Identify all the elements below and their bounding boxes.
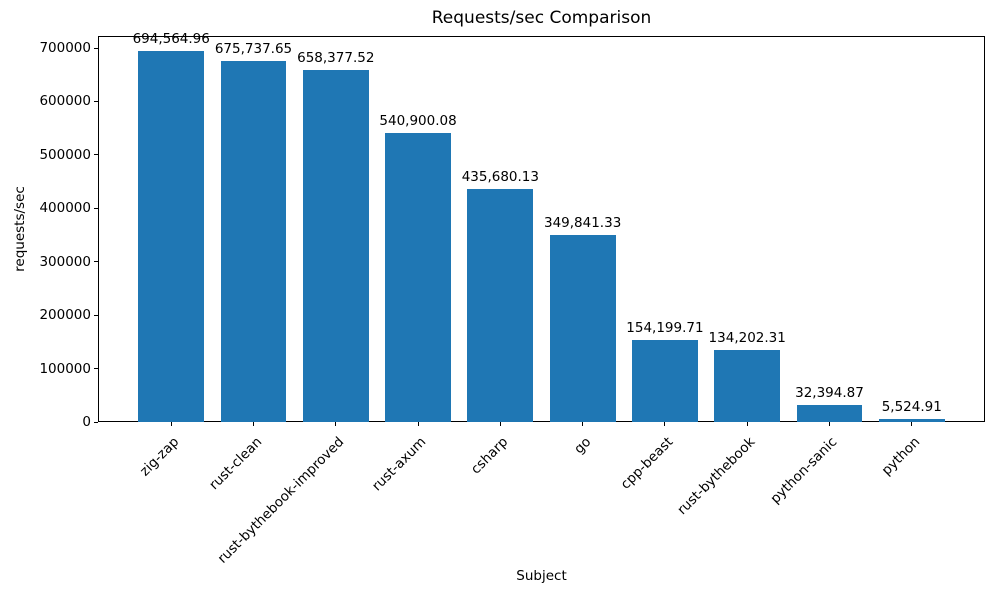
x-tick-mark xyxy=(911,422,913,426)
y-tick-label: 0 xyxy=(82,414,91,430)
bar-value-label: 675,737.65 xyxy=(214,40,293,57)
y-tick-mark xyxy=(94,314,98,316)
bar-value-label: 540,900.08 xyxy=(379,113,457,129)
bar-python xyxy=(878,419,945,422)
bar-rust-bythebook-improved xyxy=(302,70,369,422)
x-axis-label: Subject xyxy=(516,568,567,584)
x-tick-mark xyxy=(499,422,501,426)
y-tick-mark xyxy=(94,47,98,49)
y-tick-mark xyxy=(94,154,98,156)
bar-zig-zap xyxy=(138,50,205,422)
bar-value-label: 5,524.91 xyxy=(881,399,942,416)
y-tick-mark xyxy=(94,368,98,370)
bar-value-label: 32,394.87 xyxy=(795,384,864,401)
bar-python-sanic xyxy=(796,404,863,422)
x-tick-mark xyxy=(582,422,584,426)
x-tick-mark xyxy=(417,422,419,426)
bar-rust-bythebook xyxy=(714,350,781,422)
y-tick-label: 700000 xyxy=(39,40,91,56)
y-tick-label: 100000 xyxy=(39,360,91,377)
y-tick-label: 500000 xyxy=(39,146,91,163)
x-tick-mark xyxy=(170,422,172,426)
x-tick-mark xyxy=(746,422,748,426)
bar-value-label: 435,680.13 xyxy=(461,169,539,186)
y-tick-mark xyxy=(94,100,98,102)
y-tick-label: 300000 xyxy=(39,253,91,270)
y-tick-mark xyxy=(94,261,98,263)
bar-rust-clean xyxy=(220,60,287,422)
x-tick-mark xyxy=(664,422,666,426)
bar-value-label: 134,202.31 xyxy=(708,330,786,347)
x-tick-mark xyxy=(335,422,337,426)
bar-rust-axum xyxy=(385,133,451,422)
x-tick-mark xyxy=(253,422,254,426)
y-tick-mark xyxy=(94,421,98,423)
bar-value-label: 658,377.52 xyxy=(297,50,375,67)
y-tick-label: 600000 xyxy=(39,93,91,110)
bar-csharp xyxy=(467,189,534,422)
bar-cpp-beast xyxy=(632,339,698,422)
x-tick-mark xyxy=(828,422,830,426)
bar-value-label: 694,564.96 xyxy=(132,30,210,47)
y-tick-mark xyxy=(94,207,98,209)
bar-go xyxy=(549,235,616,422)
bar-value-label: 349,841.33 xyxy=(543,215,622,232)
y-tick-label: 400000 xyxy=(39,200,91,217)
y-tick-label: 200000 xyxy=(39,307,91,324)
bar-value-label: 154,199.71 xyxy=(626,319,704,336)
chart-title: Requests/sec Comparison xyxy=(431,8,652,28)
